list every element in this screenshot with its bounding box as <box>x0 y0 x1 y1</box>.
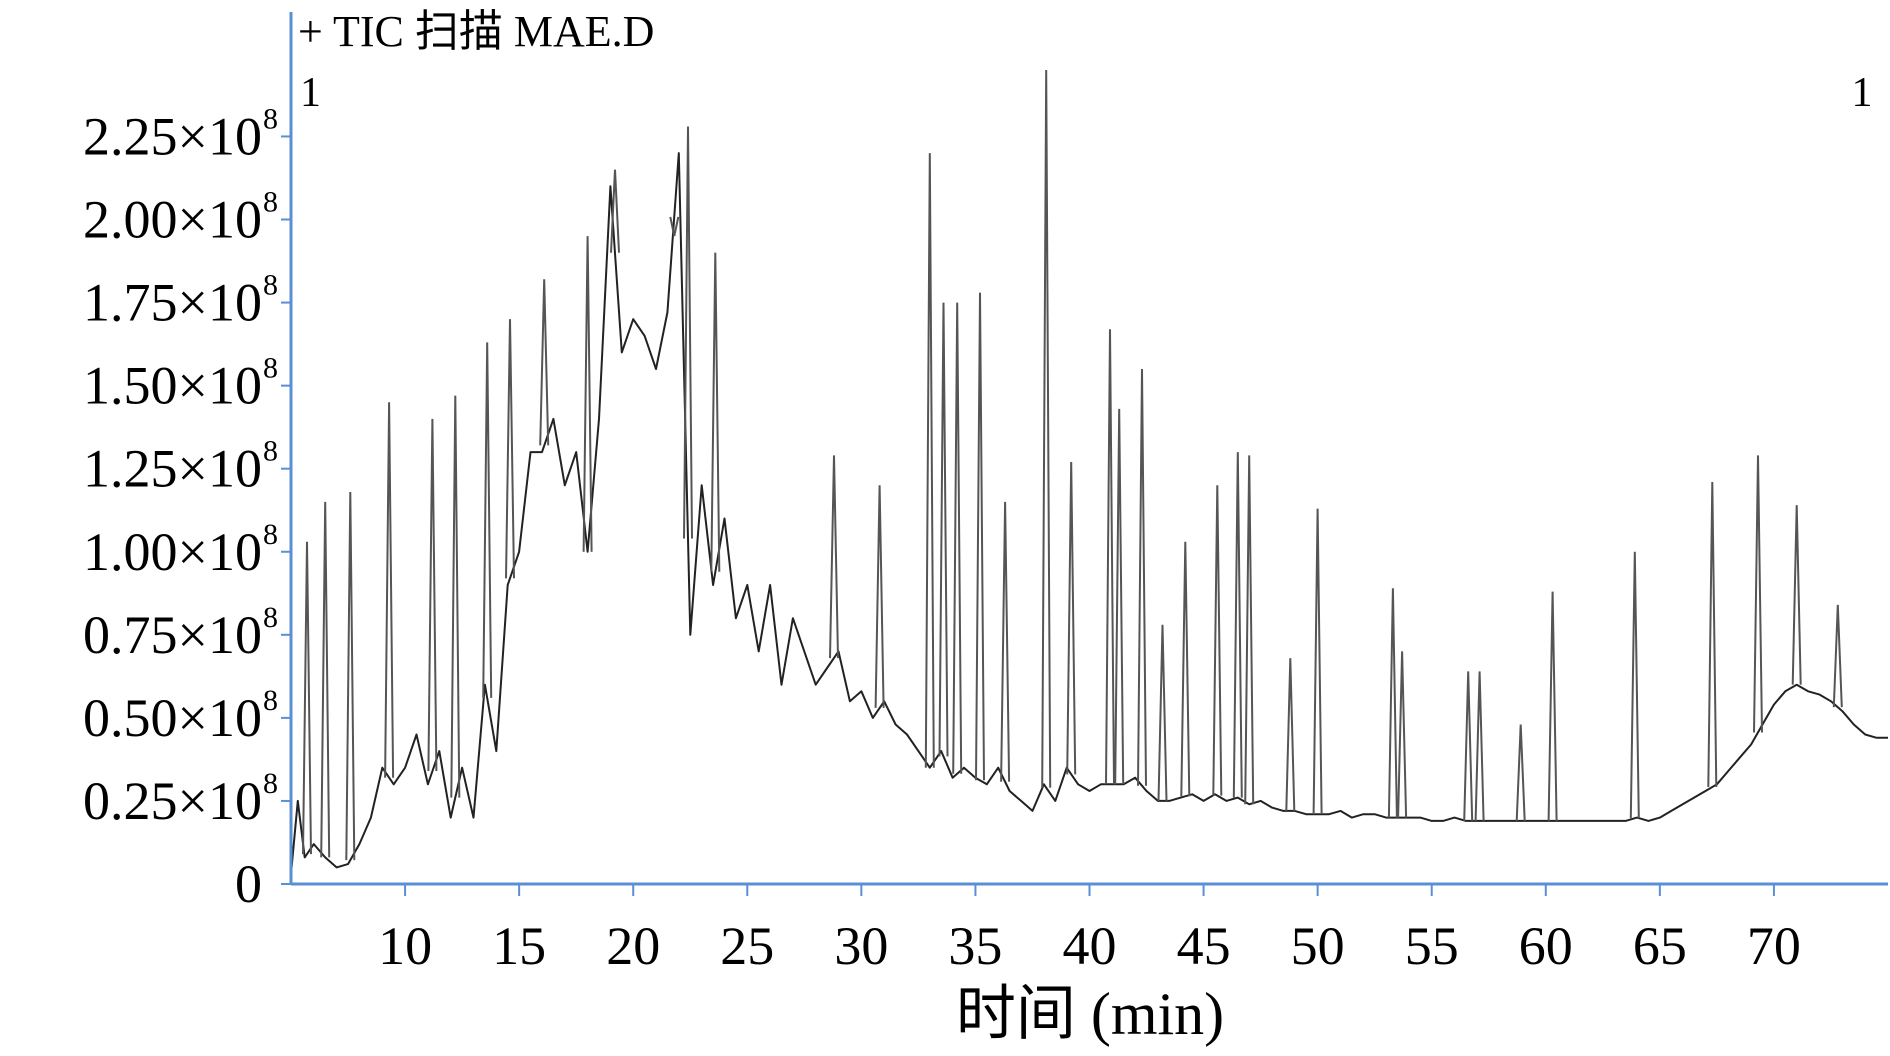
y-tick-exponent: 8 <box>263 352 278 385</box>
chromatogram-peak <box>345 491 356 861</box>
chromatogram-peak <box>1244 455 1255 805</box>
x-axis-ticks: 10 15 20 25 30 35 40 45 50 55 60 65 70 <box>378 884 1801 976</box>
y-tick-exponent: 8 <box>263 186 278 219</box>
chromatogram-peak <box>952 302 963 774</box>
chromatogram-peak <box>975 292 985 781</box>
chromatogram-peak <box>1629 551 1640 819</box>
chromatogram-peak <box>1387 588 1398 818</box>
x-tick-label: 15 <box>492 916 546 976</box>
chromatogram-peak <box>1707 481 1718 788</box>
y-tick-label: 2.00×10 <box>83 190 262 250</box>
chromatogram-peak <box>1285 658 1296 811</box>
x-tick-label: 50 <box>1291 916 1345 976</box>
chromatogram-peak <box>610 169 620 253</box>
y-tick-exponent: 8 <box>263 269 278 302</box>
y-tick-exponent: 8 <box>263 518 278 551</box>
chromatogram-peak <box>1180 541 1191 797</box>
peaks-layer <box>302 69 1843 861</box>
chromatogram-peak <box>1791 505 1802 685</box>
chromatogram-peak <box>1041 69 1052 788</box>
x-tick-label: 30 <box>834 916 888 976</box>
chromatogram-peak <box>1474 671 1485 821</box>
y-tick-label: 1.50×10 <box>83 356 262 416</box>
chromatogram-peak <box>683 126 693 539</box>
y-tick-label: 0.50×10 <box>83 688 262 748</box>
chromatogram-peak <box>1157 624 1168 801</box>
chromatogram-peak <box>1105 329 1115 785</box>
chromatogram-peak <box>829 455 839 659</box>
chart-header-text: + TIC 扫描 MAE.D <box>298 7 654 56</box>
chromatogram-peak <box>1832 604 1843 708</box>
y-tick-label: 1.25×10 <box>83 439 262 499</box>
chromatogram-peak <box>539 279 550 446</box>
chromatogram-peak <box>1114 408 1125 785</box>
x-tick-label: 10 <box>378 916 432 976</box>
x-tick-label: 70 <box>1747 916 1801 976</box>
y-tick-label: 0 <box>235 854 262 914</box>
y-tick-exponent: 8 <box>263 435 278 468</box>
chromatogram-peak <box>1463 671 1474 821</box>
y-tick-exponent: 8 <box>263 102 278 135</box>
x-tick-label: 60 <box>1519 916 1573 976</box>
chromatogram-peak <box>302 541 312 855</box>
y-tick-label: 1.00×10 <box>83 522 262 582</box>
chromatogram-peak <box>320 501 331 858</box>
chromatogram-peak <box>710 252 721 572</box>
y-axis-ticks: 00.25×10 80.50×10 80.75×10 81.00×10 81.25×10… <box>83 102 291 914</box>
chromatogram-peak <box>1212 485 1223 796</box>
y-tick-label: 0.75×10 <box>83 605 262 665</box>
chromatogram-peak <box>1066 461 1077 775</box>
x-tick-label: 20 <box>606 916 660 976</box>
y-tick-label: 1.75×10 <box>83 273 262 333</box>
y-tick-exponent: 8 <box>263 767 278 800</box>
x-tick-label: 65 <box>1633 916 1687 976</box>
chromatogram-peak <box>1397 651 1408 818</box>
x-tick-label: 55 <box>1405 916 1459 976</box>
x-tick-label: 35 <box>948 916 1002 976</box>
y-tick-exponent: 8 <box>263 684 278 717</box>
x-tick-label: 40 <box>1063 916 1117 976</box>
chromatogram-peak <box>427 418 438 772</box>
x-tick-label: 45 <box>1177 916 1231 976</box>
chromatogram-peak <box>582 236 593 552</box>
y-tick-label: 0.25×10 <box>83 771 262 831</box>
chromatogram-peak <box>1000 501 1011 782</box>
chromatogram-peak <box>1312 508 1323 815</box>
chromatogram-peak <box>384 402 395 778</box>
chromatogram-peak <box>505 319 515 579</box>
chromatogram-peak <box>669 216 680 237</box>
y-tick-exponent: 8 <box>263 601 278 634</box>
x-axis-label: 时间 (min) <box>956 981 1224 1047</box>
chromatogram-peak <box>924 153 935 768</box>
chromatogram-peak <box>1547 591 1558 821</box>
chromatogram-peak <box>1753 455 1763 733</box>
chromatogram-peak <box>1137 368 1147 786</box>
chromatogram-peak <box>1515 724 1526 821</box>
chromatogram-peak <box>1232 452 1243 798</box>
x-tick-label: 25 <box>720 916 774 976</box>
y-tick-label: 2.25×10 <box>83 106 262 166</box>
range-marker-left: 1 <box>300 70 321 116</box>
chromatogram-peak <box>450 395 461 798</box>
chromatogram-peak <box>938 302 949 757</box>
range-marker-right: 1 <box>1852 70 1873 116</box>
chromatogram-peak <box>874 485 885 708</box>
chromatogram-peak <box>482 342 493 698</box>
